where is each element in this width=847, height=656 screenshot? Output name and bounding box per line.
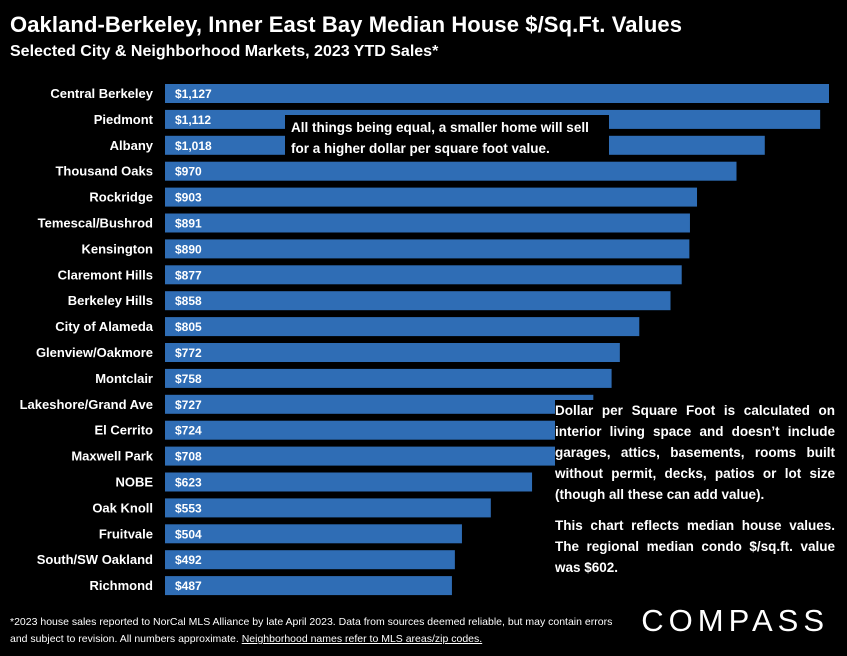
category-label: Kensington <box>82 241 154 256</box>
value-label: $623 <box>175 476 202 490</box>
bar-south-sw-oakland <box>165 550 455 570</box>
value-label: $727 <box>175 398 202 412</box>
chart-subtitle: Selected City & Neighborhood Markets, 20… <box>10 43 439 60</box>
chart-title: Oakland-Berkeley, Inner East Bay Median … <box>10 12 683 37</box>
category-label: Lakeshore/Grand Ave <box>20 397 153 412</box>
value-label: $758 <box>175 372 202 386</box>
category-label: Richmond <box>89 578 153 593</box>
value-label: $970 <box>175 165 202 179</box>
category-label: Oak Knoll <box>92 500 153 515</box>
value-label: $805 <box>175 320 202 334</box>
bar-temescal-bushrod <box>165 213 690 233</box>
bar-berkeley-hills <box>165 291 671 311</box>
bar-glenview-oakmore <box>165 343 620 362</box>
bar-fruitvale <box>165 524 462 544</box>
annotation-dollar-per-sqft: Dollar per Square Foot is calculated on … <box>555 403 835 502</box>
category-label: South/SW Oakland <box>37 552 153 567</box>
bar-central-berkeley <box>165 84 829 103</box>
value-label: $877 <box>175 268 202 282</box>
value-label: $487 <box>175 579 202 593</box>
compass-logo: COMPASS <box>641 603 829 638</box>
bar-kensington <box>165 239 690 259</box>
category-label: Glenview/Oakmore <box>36 345 153 360</box>
value-label: $772 <box>175 346 202 360</box>
bar-montclair <box>165 368 612 388</box>
value-label: $724 <box>175 424 202 438</box>
category-label: Albany <box>110 138 154 153</box>
value-label: $890 <box>175 242 202 256</box>
category-label: Thousand Oaks <box>55 164 153 179</box>
value-label: $553 <box>175 501 202 515</box>
category-label: Montclair <box>95 371 153 386</box>
annotation-small-home: All things being equal, a smaller home w… <box>285 115 609 161</box>
category-label: Temescal/Bushrod <box>38 216 153 231</box>
bar-maxwell-park <box>165 446 583 466</box>
category-label: Fruitvale <box>99 526 153 541</box>
bar-claremont-hills <box>165 265 682 285</box>
footnote: *2023 house sales reported to NorCal MLS… <box>10 614 630 648</box>
category-label: NOBE <box>115 475 153 490</box>
bar-thousand-oaks <box>165 161 737 181</box>
value-label: $1,018 <box>175 139 212 153</box>
category-label: Piedmont <box>94 112 154 127</box>
annotation-condo-median: This chart reflects median house values.… <box>555 518 835 575</box>
category-label: City of Alameda <box>55 319 154 334</box>
footnote-link[interactable]: Neighborhood names refer to MLS areas/zi… <box>241 633 483 645</box>
bar-oak-knoll <box>165 498 491 518</box>
value-label: $1,127 <box>175 87 212 101</box>
category-label: Central Berkeley <box>50 86 153 101</box>
bar-nobe <box>165 472 533 492</box>
category-label: Rockridge <box>89 190 153 205</box>
bar-richmond <box>165 576 452 596</box>
bar-chart: Central Berkeley $1,127 Piedmont $1,112 Alba… <box>20 84 829 596</box>
value-label: $708 <box>175 450 202 464</box>
annotation-methodology: Dollar per Square Foot is calculated on … <box>555 400 835 578</box>
bar-rockridge <box>165 187 698 207</box>
category-label: Berkeley Hills <box>68 293 153 308</box>
value-label: $504 <box>175 527 202 541</box>
category-label: Claremont Hills <box>58 267 153 282</box>
bar-lakeshore-grand-ave <box>165 394 594 414</box>
footnote-text: *2023 house sales reported to NorCal MLS… <box>10 616 613 645</box>
value-label: $891 <box>175 217 202 231</box>
category-label: Maxwell Park <box>71 449 153 464</box>
value-label: $492 <box>175 553 202 567</box>
value-label: $858 <box>175 294 202 308</box>
bar-el-cerrito <box>165 420 592 440</box>
category-label: El Cerrito <box>94 423 153 438</box>
bar-city-of-alameda <box>165 317 640 337</box>
value-label: $1,112 <box>175 113 211 127</box>
value-label: $903 <box>175 191 202 205</box>
